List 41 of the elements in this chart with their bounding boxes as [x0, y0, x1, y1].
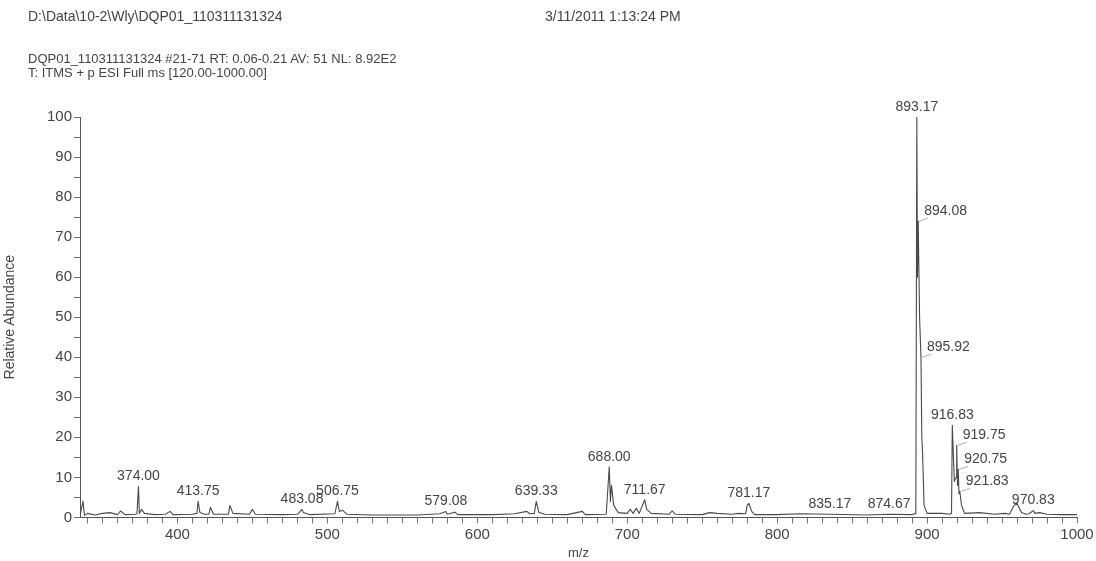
y-tick-label: 60	[55, 267, 72, 285]
y-tick-label: 20	[55, 427, 72, 445]
y-tick-label: 70	[55, 227, 72, 245]
annotation: 835.17	[808, 495, 852, 512]
y-tick-label: 30	[55, 387, 72, 405]
annotation: 894.08	[924, 201, 968, 218]
text: 3/11/2011 1:13:24 PM	[545, 8, 681, 24]
y-tick-label: 40	[55, 347, 72, 365]
annotation: 919.75	[962, 426, 1006, 443]
x-tick-label: 1000	[1060, 524, 1094, 542]
annotation: 781.17	[727, 484, 771, 501]
x-tick-label: 700	[614, 524, 640, 542]
x-tick-label: 900	[914, 524, 940, 542]
y-tick-label: 0	[63, 507, 72, 525]
annotation: 893.17	[895, 97, 939, 114]
y-tick-label: 50	[55, 307, 72, 325]
x-axis-title: m/z	[568, 544, 589, 560]
text: T: ITMS + p ESI Full ms [120.00-1000.00]	[28, 65, 267, 80]
y-tick-label: 80	[55, 187, 72, 205]
annotation: 916.83	[930, 406, 974, 423]
annotation: 895.92	[926, 338, 970, 355]
x-tick-label: 800	[764, 524, 790, 542]
annotation: 711.67	[623, 480, 666, 497]
x-tick-label: 400	[164, 524, 190, 542]
y-axis-title: Relative Abundance	[1, 254, 18, 380]
x-tick-label: 500	[314, 524, 340, 542]
y-tick-label: 10	[55, 467, 72, 485]
annotation: 874.67	[867, 495, 911, 512]
annotation: 970.83	[1011, 491, 1055, 508]
annotation: 639.33	[514, 482, 558, 499]
chart-subtitle: DQP01_110311131324 #21-71 RT: 0.06-0.21 AV: 51 NL: 8.92E2	[28, 51, 397, 66]
annotation: 921.83	[965, 472, 1009, 489]
x-tick-label: 600	[464, 524, 490, 542]
annotation: 374.00	[117, 467, 161, 484]
annotation: 579.08	[424, 492, 468, 509]
y-tick-label: 90	[55, 147, 72, 165]
y-tick-label: 100	[46, 107, 72, 125]
annotation: 688.00	[587, 447, 631, 464]
annotation: 413.75	[176, 482, 220, 499]
chart-title: D:\Data\10-2\Wly\DQP01_110311131324	[28, 8, 283, 24]
annotation: 920.75	[964, 450, 1008, 467]
